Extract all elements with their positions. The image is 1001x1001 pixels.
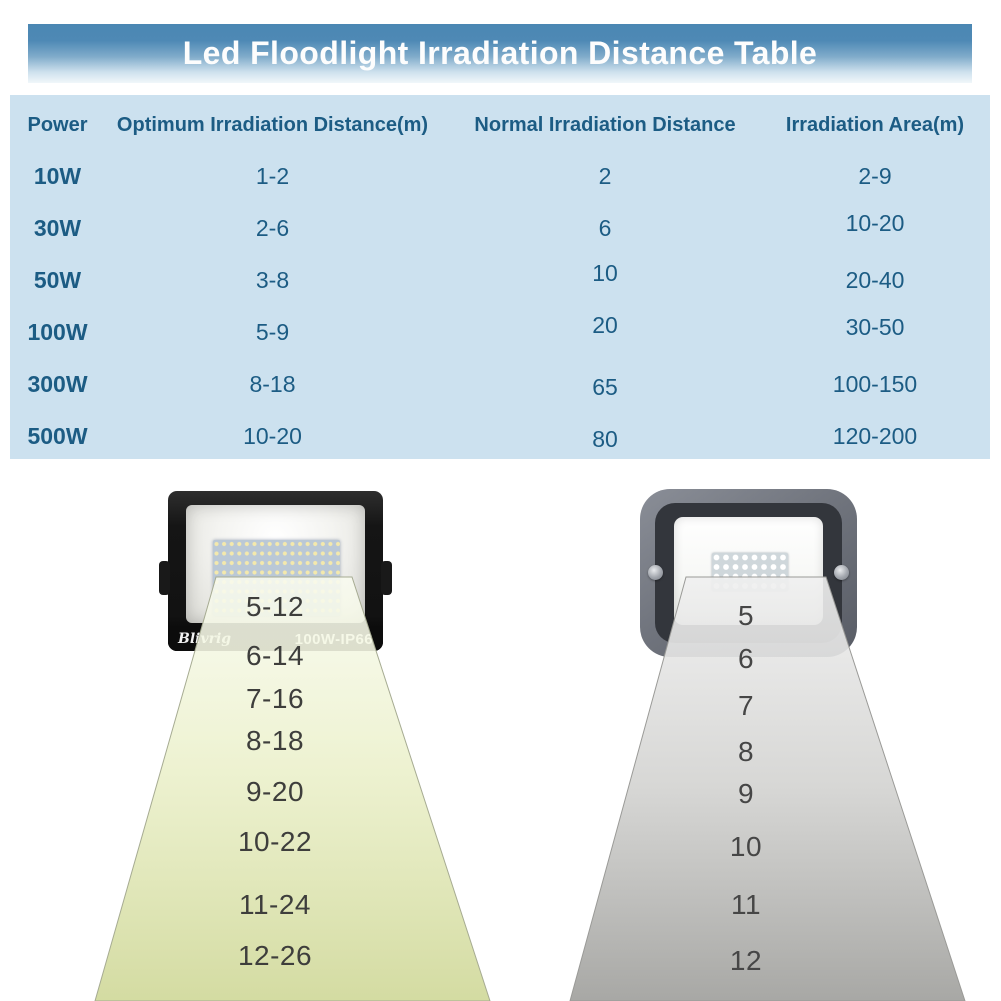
column-header-power: Power [27, 113, 88, 136]
cell-area: 30-50 [845, 313, 905, 340]
cell-power: 100W [27, 318, 88, 345]
beam-distance-label: 6-14 [245, 640, 305, 671]
cell-power: 300W [27, 370, 88, 397]
screw-icon [834, 565, 849, 580]
cell-normal: 65 [592, 373, 618, 400]
beam-distance-label: 7-16 [245, 683, 305, 714]
beam-distance-label: 10-22 [237, 826, 313, 857]
page-title: Led Floodlight Irradiation Distance Tabl… [182, 35, 818, 71]
beam-distance-label: 8-18 [245, 725, 305, 756]
beam-distance-label: 5 [737, 600, 755, 631]
cell-optimum: 5-9 [255, 318, 290, 345]
cell-area: 100-150 [832, 370, 918, 397]
bracket-knob-right [381, 561, 392, 595]
beam-distance-label: 9-20 [245, 776, 305, 807]
beam-distance-label: 11-24 [238, 889, 312, 920]
cell-power: 10W [33, 162, 82, 189]
cell-power: 50W [33, 266, 82, 293]
cell-normal: 2 [598, 162, 612, 189]
floodlight-left-100w: Blivrig 100W-IP66 [159, 491, 392, 651]
beam-distance-label: 8 [737, 736, 755, 767]
title-bar: Led Floodlight Irradiation Distance Tabl… [28, 24, 972, 83]
cell-area: 2-9 [858, 162, 892, 189]
cell-optimum: 10-20 [243, 422, 302, 449]
irradiation-table-background [10, 95, 990, 459]
cell-optimum: 8-18 [249, 370, 296, 397]
cell-optimum: 1-2 [255, 162, 290, 189]
beam-distance-label: 12 [729, 945, 763, 976]
beam-distance-label: 11 [730, 889, 762, 920]
column-header-optimum: Optimum Irradiation Distance(m) [116, 113, 429, 136]
cell-power: 500W [27, 422, 88, 449]
cell-area: 120-200 [832, 422, 918, 449]
beam-distance-label: 5-12 [245, 591, 305, 622]
screw-icon [648, 565, 663, 580]
beam-distance-label: 7 [737, 690, 755, 721]
cell-optimum: 2-6 [255, 214, 290, 241]
cell-area: 20-40 [845, 266, 905, 293]
cell-normal: 80 [592, 425, 618, 452]
beam-distance-label: 10 [729, 831, 763, 862]
cell-area: 10-20 [845, 209, 905, 236]
cell-normal: 10 [592, 259, 618, 286]
bracket-knob-left [159, 561, 170, 595]
irradiation-table: Power Optimum Irradiation Distance(m) No… [15, 100, 985, 462]
cell-optimum: 3-8 [255, 266, 290, 293]
cell-normal: 20 [592, 311, 618, 338]
column-header-area: Irradiation Area(m) [785, 113, 965, 136]
cell-power: 30W [33, 214, 82, 241]
led-panel-right [712, 553, 788, 591]
cell-normal: 6 [598, 214, 612, 241]
beam-distance-label: 9 [737, 778, 755, 809]
beam-distance-label: 12-26 [237, 940, 313, 971]
beam-distance-label: 6 [737, 643, 755, 674]
column-header-normal: Normal Irradiation Distance [474, 113, 736, 136]
